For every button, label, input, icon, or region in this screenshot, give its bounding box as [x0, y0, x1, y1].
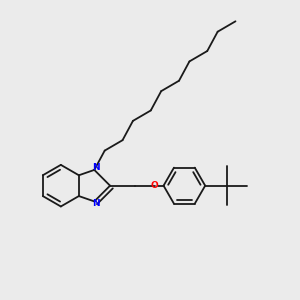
Text: N: N — [93, 163, 100, 172]
Text: O: O — [151, 181, 158, 190]
Text: N: N — [93, 199, 100, 208]
